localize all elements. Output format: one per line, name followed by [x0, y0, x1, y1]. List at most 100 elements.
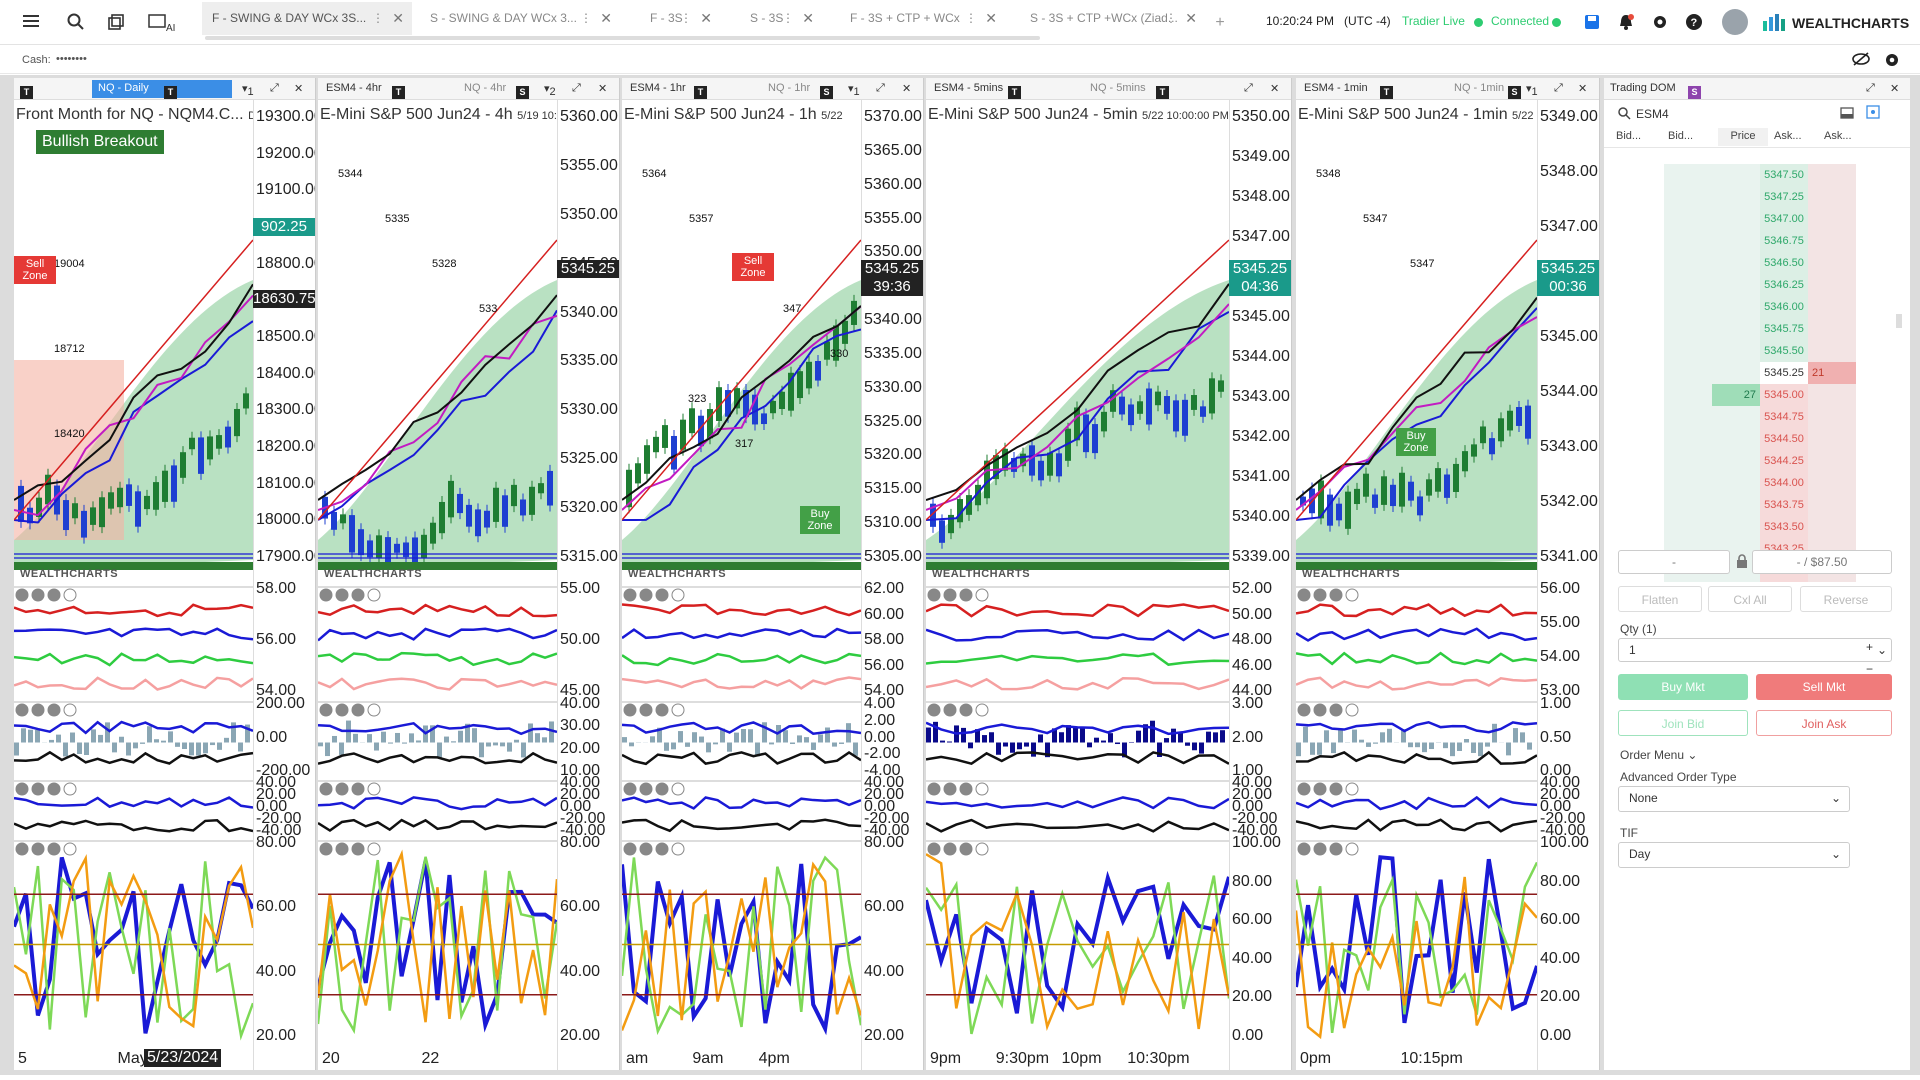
notifications-icon[interactable]	[1616, 13, 1636, 33]
search-icon[interactable]	[1618, 107, 1631, 125]
dom-row[interactable]: 5343.75	[1664, 494, 1856, 516]
center-icon[interactable]	[1866, 105, 1880, 124]
dom-bid-cell[interactable]	[1712, 318, 1760, 340]
dom-ask-cell[interactable]	[1808, 384, 1856, 406]
close-icon[interactable]: ✕	[1185, 10, 1197, 26]
dom-scrollbar[interactable]	[1896, 314, 1902, 328]
dom-ask-cell[interactable]	[1808, 318, 1856, 340]
dom-ask-cell[interactable]	[1808, 516, 1856, 538]
secondary-symbol[interactable]: NQ - 4hr	[464, 82, 507, 94]
link-dropdown[interactable]: ▾ 1	[1526, 83, 1538, 98]
close-icon[interactable]: ✕	[392, 10, 404, 26]
dom-bid-cell[interactable]	[1664, 296, 1712, 318]
buy-market-button[interactable]: Buy Mkt	[1618, 674, 1748, 700]
dom-ask-cell[interactable]	[1808, 340, 1856, 362]
search-icon[interactable]	[66, 13, 86, 33]
t-icon[interactable]: T	[1156, 86, 1169, 99]
dom-bid-cell[interactable]	[1664, 450, 1712, 472]
dom-bid-cell[interactable]	[1712, 472, 1760, 494]
maximize-icon[interactable]: ⤢	[1554, 82, 1563, 94]
dom-bid-cell[interactable]	[1712, 230, 1760, 252]
symbol-selector[interactable]: NQ - Daily	[92, 80, 232, 98]
dom-bid-cell[interactable]	[1664, 208, 1712, 230]
dom-symbol[interactable]: ESM4	[1636, 107, 1669, 121]
dom-ask-cell[interactable]	[1808, 494, 1856, 516]
time-axis[interactable]: am 9am 4pm	[622, 1048, 861, 1070]
dom-row[interactable]: 5346.25	[1664, 274, 1856, 296]
t-icon[interactable]: T	[392, 86, 405, 99]
drag-icon[interactable]: ⋮	[782, 11, 794, 25]
settings-icon[interactable]	[1650, 13, 1670, 33]
dom-ask-cell[interactable]	[1808, 208, 1856, 230]
cancel-all-button[interactable]: Cxl All	[1708, 586, 1792, 612]
time-axis[interactable]: 5 May 5/23/2024	[14, 1048, 253, 1070]
dom-ask-cell[interactable]	[1808, 230, 1856, 252]
save-icon[interactable]	[1582, 13, 1602, 33]
dom-ask-cell[interactable]	[1808, 252, 1856, 274]
tab-3[interactable]: S - 3S ⋮ ✕	[740, 2, 822, 35]
dom-bid-cell[interactable]	[1712, 494, 1760, 516]
close-icon[interactable]: ✕	[1578, 83, 1588, 95]
layout-icon[interactable]	[1840, 106, 1854, 124]
t-icon[interactable]: T	[20, 86, 33, 99]
close-icon[interactable]: ✕	[802, 10, 814, 26]
secondary-symbol[interactable]: NQ - 1min	[1454, 82, 1505, 94]
close-icon[interactable]: ✕	[294, 83, 304, 95]
menu-icon[interactable]	[22, 13, 42, 33]
dom-ask-cell[interactable]	[1808, 406, 1856, 428]
chart-canvas[interactable]	[622, 100, 861, 1070]
maximize-icon[interactable]: ⤢	[270, 82, 279, 94]
dom-row[interactable]: 5346.50	[1664, 252, 1856, 274]
join-bid-button[interactable]: Join Bid	[1618, 710, 1748, 736]
dom-ask-cell[interactable]	[1808, 450, 1856, 472]
close-icon[interactable]: ✕	[600, 10, 612, 26]
dom-bid-cell[interactable]	[1712, 428, 1760, 450]
dom-ask-cell[interactable]	[1808, 472, 1856, 494]
help-icon[interactable]: ?	[1684, 13, 1704, 33]
chart-pane-esm4-4hr[interactable]: ESM4 - 4hr S T NQ - 4hr S ▾ 2 ⤢ ✕ E-Mini…	[318, 78, 620, 1070]
t-icon[interactable]: T	[694, 86, 707, 99]
chart-canvas[interactable]	[14, 100, 253, 1070]
dom-bid-cell[interactable]	[1712, 252, 1760, 274]
chart-canvas[interactable]	[926, 100, 1229, 1070]
eye-hidden-icon[interactable]	[1852, 52, 1870, 70]
drag-icon[interactable]: ⋮	[372, 11, 384, 25]
price-axis[interactable]: 19300.0019200.0019100.0019000.0018800.00…	[253, 100, 315, 1070]
t-icon[interactable]: T	[1008, 86, 1021, 99]
price-axis[interactable]: 5349.005348.005347.005346.005345.005344.…	[1537, 100, 1599, 1070]
link-dropdown[interactable]: ▾ 2	[544, 83, 556, 98]
flatten-button[interactable]: Flatten	[1618, 586, 1702, 612]
symbol-selector[interactable]: ESM4 - 4hr	[326, 82, 382, 94]
s-icon[interactable]: S	[1688, 86, 1701, 99]
chart-canvas[interactable]	[318, 100, 557, 1070]
dom-bid-cell[interactable]	[1664, 340, 1712, 362]
dom-ask-cell[interactable]	[1808, 274, 1856, 296]
settings-icon[interactable]	[1884, 52, 1900, 73]
s-icon[interactable]: S	[516, 86, 529, 99]
dom-bid-cell[interactable]	[1664, 472, 1712, 494]
maximize-icon[interactable]: ⤢	[1866, 82, 1875, 94]
dom-row[interactable]: 5343.50	[1664, 516, 1856, 538]
tab-2[interactable]: F - 3S ⋮ ✕	[640, 2, 720, 35]
sell-market-button[interactable]: Sell Mkt	[1756, 674, 1892, 700]
close-icon[interactable]: ✕	[1270, 83, 1280, 95]
dom-row[interactable]: 5344.75	[1664, 406, 1856, 428]
chart-pane-nq-daily[interactable]: S T NQ - Daily S T ▾ 1 ⤢ ✕ Front Month f…	[14, 78, 316, 1070]
qty-stepper[interactable]: + −	[1865, 640, 1873, 676]
dom-bid-cell[interactable]	[1664, 186, 1712, 208]
close-icon[interactable]: ✕	[1890, 83, 1900, 95]
tab-scrollbar[interactable]	[205, 36, 1040, 40]
s-icon[interactable]: S	[1508, 86, 1521, 99]
secondary-symbol[interactable]: NQ - 1hr	[768, 82, 811, 94]
t-icon[interactable]: T	[164, 86, 177, 99]
dom-row[interactable]: 5345.75	[1664, 318, 1856, 340]
dom-bid-cell[interactable]	[1664, 164, 1712, 186]
s-icon[interactable]: S	[820, 86, 833, 99]
price-axis[interactable]: 5370.00 5365.00 5360.00 5355.00 5350.005345.…	[861, 100, 923, 1070]
chart-pane-esm4-1min[interactable]: ESM4 - 1min S T NQ - 1min S ▾ 1 ⤢ ✕ E-Mi…	[1296, 78, 1600, 1070]
dom-bid-cell[interactable]	[1712, 406, 1760, 428]
dom-row[interactable]: 5346.00	[1664, 296, 1856, 318]
tab-4[interactable]: F - 3S + CTP + WCx ⋮ ✕	[840, 2, 1005, 35]
dom-bid-cell[interactable]	[1664, 230, 1712, 252]
dom-bid-cell[interactable]	[1712, 340, 1760, 362]
